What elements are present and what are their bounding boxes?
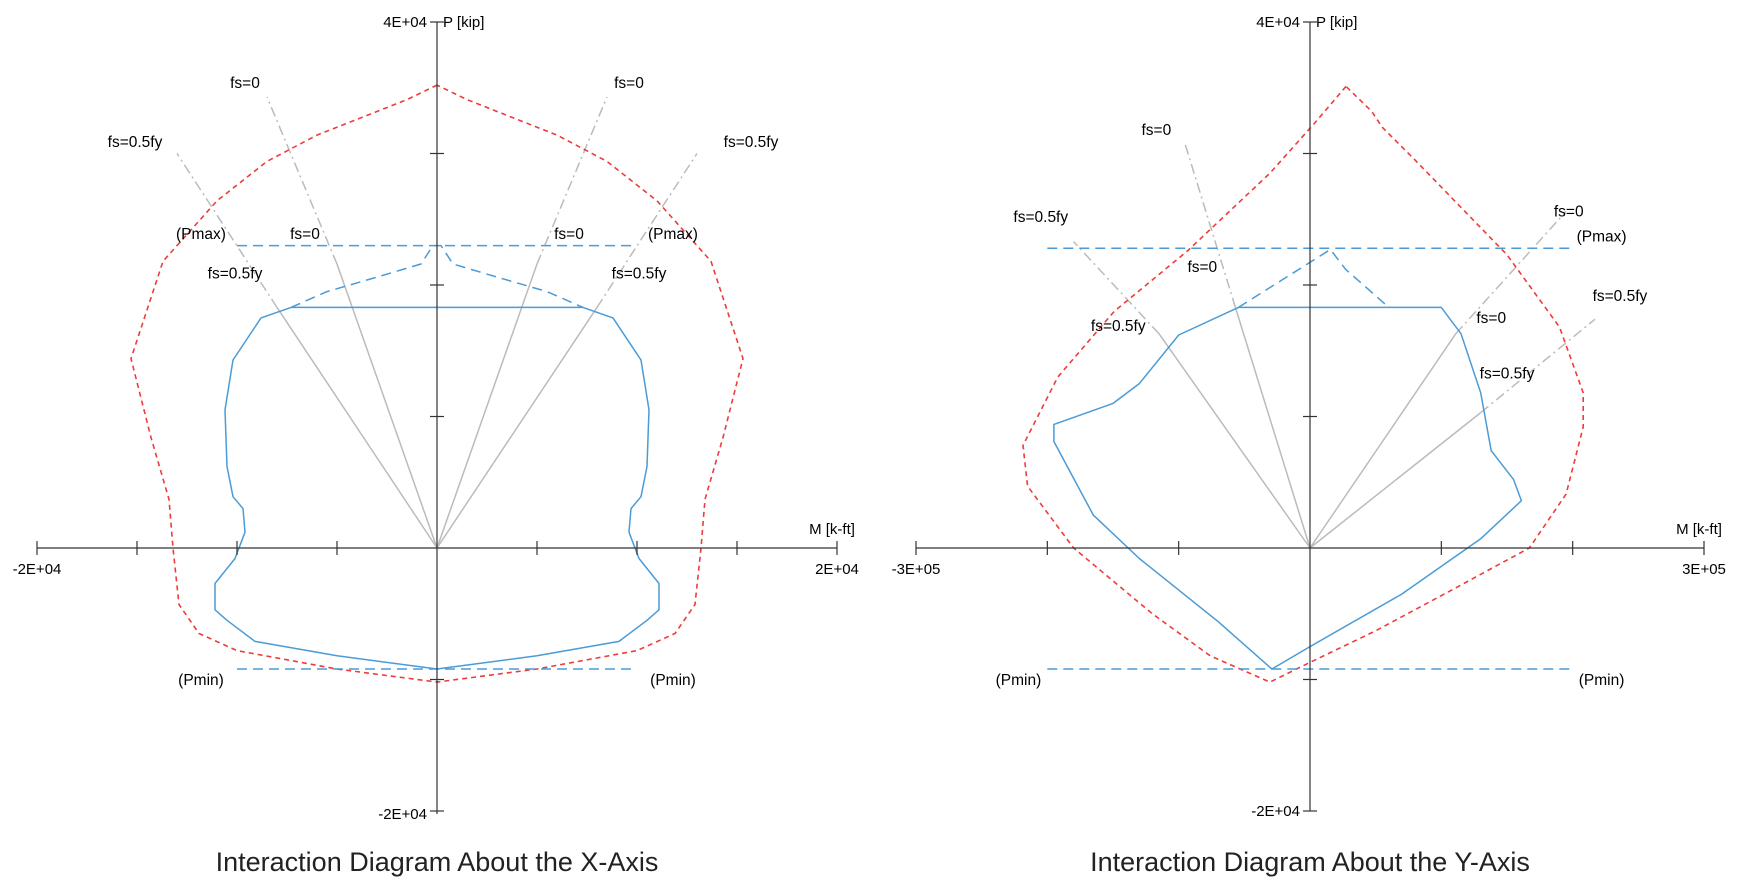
- y-axis-title: P [kip]: [443, 14, 484, 31]
- strain-guide-line: [436, 306, 598, 549]
- annotation-label: fs=0.5fy: [612, 265, 667, 282]
- annotation-label: fs=0.5fy: [208, 265, 263, 282]
- strain-guide-line: [1480, 318, 1596, 414]
- annotation-label: fs=0.5fy: [1480, 365, 1535, 382]
- interaction-diagram-y-axis: Interaction Diagram About the Y-Axis -3E…: [892, 14, 1726, 877]
- y-tick-label-max: 4E+04: [1256, 14, 1300, 31]
- annotation-label: (Pmax): [176, 226, 226, 243]
- x-tick-label-max: 3E+05: [1682, 561, 1726, 578]
- annotation-label: fs=0: [230, 75, 260, 92]
- annotation-label: (Pmin): [996, 672, 1042, 689]
- strain-guide-line: [1309, 333, 1457, 549]
- strain-guide-line: [1158, 333, 1311, 549]
- annotation-label: fs=0: [1187, 259, 1217, 276]
- y-tick-label-min: -2E+04: [1251, 803, 1300, 820]
- annotation-label: fs=0: [1141, 122, 1171, 139]
- annotation-label: (Pmax): [1577, 229, 1627, 246]
- x-tick-label-max: 2E+04: [815, 561, 859, 578]
- annotation-label: fs=0.5fy: [1593, 288, 1648, 305]
- annotation-label: fs=0: [554, 226, 584, 243]
- annotation-label: fs=0.5fy: [724, 134, 779, 151]
- annotation-label: (Pmin): [650, 672, 696, 689]
- annotation-label: (Pmin): [1579, 672, 1625, 689]
- strain-guide-line: [336, 263, 438, 549]
- annotation-label: fs=0: [614, 75, 644, 92]
- x-tick-label-min: -2E+04: [13, 561, 62, 578]
- annotation-label: fs=0.5fy: [1013, 209, 1068, 226]
- y-tick-label-max: 4E+04: [383, 14, 427, 31]
- y-tick-label-min: -2E+04: [378, 806, 427, 823]
- strain-guide-line: [1184, 144, 1237, 308]
- annotation-label: fs=0: [290, 226, 320, 243]
- chart-title: Interaction Diagram About the Y-Axis: [1090, 847, 1530, 877]
- annotation-label: fs=0.5fy: [1091, 318, 1146, 335]
- x-tick-label-min: -3E+05: [892, 561, 941, 578]
- strain-guide-line: [436, 263, 538, 549]
- strain-guide-line: [1455, 210, 1567, 335]
- annotation-label: (Pmax): [648, 226, 698, 243]
- strain-guide-line: [1309, 412, 1482, 549]
- x-axis-title: M [k-ft]: [1676, 521, 1722, 538]
- strain-guide-line: [1234, 307, 1311, 549]
- series-design: [214, 306, 660, 670]
- series-pmax-cap: [1238, 248, 1390, 309]
- annotation-label: (Pmin): [178, 672, 224, 689]
- strain-guide-line: [1073, 241, 1160, 335]
- annotation-label: fs=0: [1554, 204, 1584, 221]
- chart-title: Interaction Diagram About the X-Axis: [216, 847, 659, 877]
- strain-guide-line: [276, 306, 438, 549]
- series-nominal: [1022, 85, 1584, 683]
- series-design: [1053, 306, 1523, 670]
- x-axis-title: M [k-ft]: [809, 521, 855, 538]
- annotation-label: fs=0: [1476, 310, 1506, 327]
- y-axis-title: P [kip]: [1316, 14, 1357, 31]
- interaction-diagram-x-axis: Interaction Diagram About the X-Axis -2E…: [13, 14, 859, 877]
- annotation-label: fs=0.5fy: [108, 134, 163, 151]
